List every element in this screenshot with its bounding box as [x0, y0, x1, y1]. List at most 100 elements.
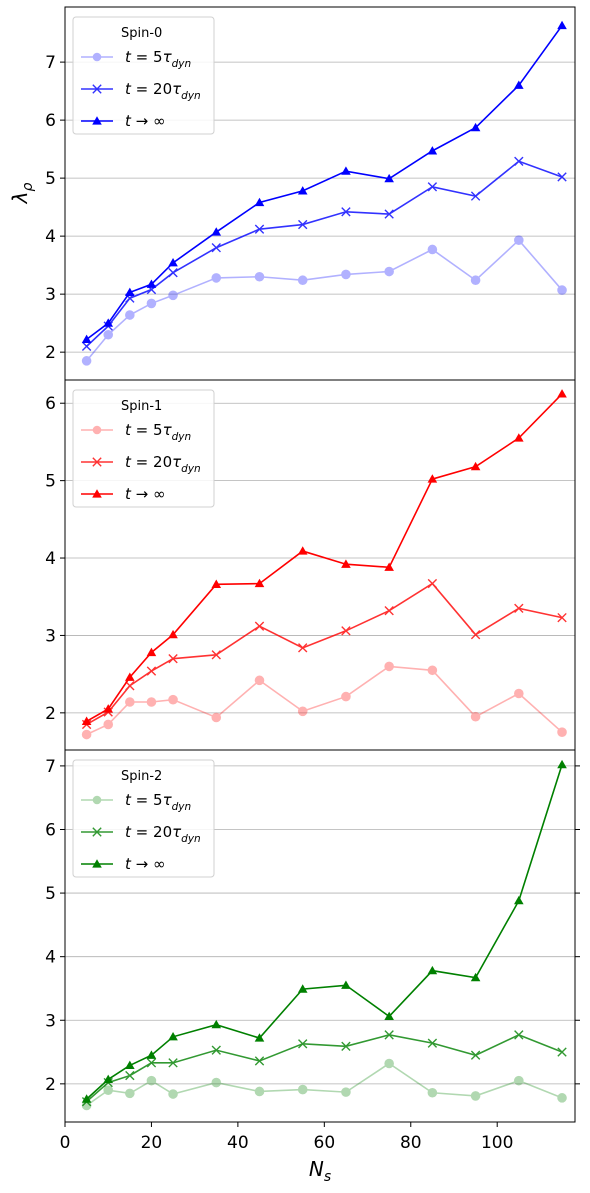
data-point — [427, 474, 438, 483]
data-point — [146, 279, 157, 288]
legend-entry — [81, 827, 113, 837]
legend-marker — [92, 795, 102, 805]
data-point — [168, 290, 178, 301]
data-point — [297, 984, 308, 993]
series-line — [86, 160, 563, 347]
data-point — [341, 166, 351, 175]
legend-entry — [81, 52, 113, 62]
legend-box — [72, 16, 215, 135]
data-point — [557, 727, 567, 737]
y-tick-label: 5 — [45, 472, 56, 492]
data-point — [384, 1011, 394, 1021]
legend-entry — [81, 795, 113, 805]
y-tick-label: 4 — [45, 227, 56, 247]
data-point — [254, 1086, 265, 1097]
legend-label: t = 20τdyn — [125, 823, 201, 845]
data-point — [514, 433, 524, 442]
data-point — [125, 1060, 135, 1070]
data-point — [125, 672, 135, 681]
legend-entry — [81, 859, 113, 868]
series-line — [86, 764, 563, 1100]
y-tick-label: 4 — [45, 948, 56, 968]
data-point — [514, 688, 524, 699]
legend-entry — [81, 489, 113, 498]
data-point — [168, 653, 178, 664]
data-point — [125, 681, 135, 691]
data-point — [297, 706, 308, 717]
data-point — [254, 1056, 265, 1066]
legend: Spin-2 t = 5τdyn t = 20τdyn t → ∞ — [72, 759, 215, 878]
series-line — [86, 665, 563, 736]
data-point — [81, 334, 92, 343]
data-point — [341, 1087, 351, 1097]
y-tick-label: 2 — [45, 704, 56, 724]
series-triangle — [81, 759, 567, 1103]
data-point — [298, 1039, 308, 1049]
series-line — [85, 239, 563, 362]
panel-spin-1: 2 3 4 5 6 Spin-1 t = 5τdyn t = 20τdyn t → ∞ — [45, 379, 576, 751]
y-axis-label: λρ — [8, 183, 36, 205]
legend-marker — [92, 457, 102, 467]
y-tick-label: 6 — [45, 111, 56, 131]
legend-title: Spin-1 — [121, 399, 162, 414]
data-point — [514, 235, 524, 245]
data-point — [297, 1084, 308, 1095]
data-point — [384, 562, 394, 571]
data-point — [341, 559, 351, 568]
data-point — [514, 1075, 524, 1086]
data-point — [557, 1093, 567, 1103]
y-tick-label: 6 — [45, 820, 56, 840]
legend-marker — [92, 827, 102, 837]
x-axis: 0 20 40 60 80 100 — [60, 1122, 513, 1153]
x-tick-label: 100 — [481, 1133, 513, 1153]
data-point — [125, 287, 135, 297]
data-point — [341, 980, 351, 989]
data-point — [168, 258, 178, 267]
data-point — [470, 972, 481, 982]
data-point — [297, 546, 308, 555]
data-point — [297, 275, 308, 286]
data-point — [168, 629, 178, 639]
data-point — [514, 80, 524, 89]
y-tick-label: 7 — [45, 53, 56, 73]
data-point — [427, 1038, 438, 1048]
data-point — [427, 965, 438, 975]
series-triangle — [81, 389, 567, 725]
y-tick-label: 3 — [45, 1011, 56, 1031]
data-point — [470, 629, 481, 640]
data-point — [125, 697, 135, 707]
series-circle — [81, 661, 567, 740]
data-point — [146, 1050, 157, 1059]
data-point — [168, 694, 178, 705]
data-point — [427, 182, 438, 192]
data-point — [557, 20, 567, 30]
x-tick-label: 40 — [227, 1133, 249, 1153]
y-tick-label: 6 — [45, 394, 56, 414]
data-point — [384, 266, 394, 277]
series-line — [86, 1062, 563, 1107]
y-tick-label: 3 — [45, 626, 56, 646]
data-point — [146, 647, 157, 657]
data-point — [427, 1087, 438, 1098]
data-point — [146, 1075, 157, 1086]
series-line — [86, 582, 563, 726]
data-point — [81, 729, 92, 740]
y-tick-label: 5 — [45, 884, 56, 904]
data-point — [470, 461, 481, 471]
data-point — [211, 227, 222, 236]
series-triangle — [81, 20, 567, 343]
series-circle — [81, 235, 567, 366]
legend-entry — [81, 116, 113, 125]
legend-label: t = 5τdyn — [125, 48, 191, 70]
data-point — [470, 122, 481, 132]
data-point — [103, 719, 114, 730]
data-point — [470, 711, 481, 722]
data-point — [211, 712, 222, 723]
data-point — [298, 219, 308, 230]
data-point — [384, 209, 394, 219]
x-tick-label: 80 — [400, 1133, 422, 1153]
data-point — [297, 186, 308, 195]
data-point — [427, 665, 438, 676]
data-point — [81, 716, 92, 725]
